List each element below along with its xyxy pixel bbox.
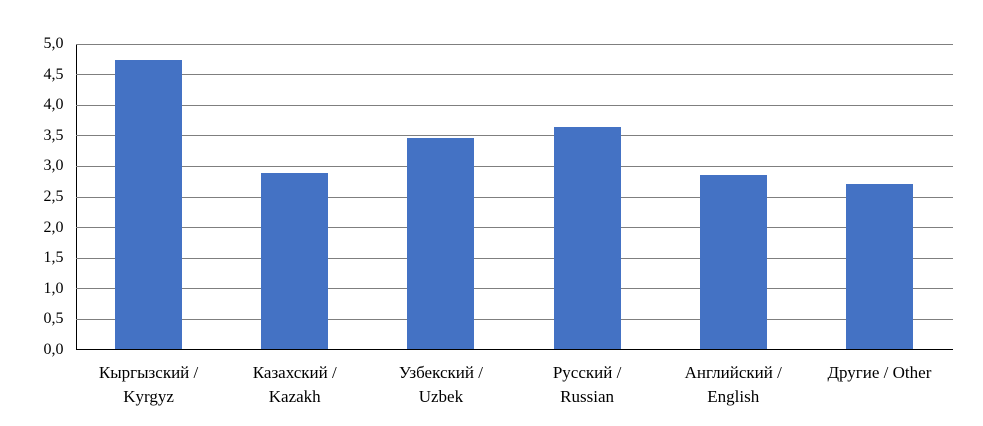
y-axis-tick-label: 4,5 bbox=[43, 65, 64, 83]
y-gridline bbox=[75, 135, 953, 137]
y-gridline bbox=[75, 318, 953, 320]
x-axis-category-label: Казахский / Kazakh bbox=[252, 363, 337, 406]
y-gridline bbox=[75, 288, 953, 290]
bar-6 bbox=[845, 183, 913, 349]
y-gridline bbox=[75, 104, 953, 106]
y-axis-tick-label: 3,0 bbox=[43, 157, 64, 175]
x-axis-category-label: Узбекский / Uzbek bbox=[398, 363, 483, 406]
y-axis-tick-label: 1,0 bbox=[43, 279, 64, 297]
y-axis-tick-label: 0,0 bbox=[43, 341, 64, 358]
y-gridline bbox=[75, 165, 953, 167]
bar-1 bbox=[115, 59, 183, 349]
x-axis-category-label: Другие / Other bbox=[827, 363, 932, 382]
y-gridline bbox=[75, 43, 953, 45]
y-axis-tick-label: 2,0 bbox=[43, 218, 64, 236]
x-axis-category-label: Кыргызский / Kyrgyz bbox=[98, 363, 199, 406]
y-gridline bbox=[75, 74, 953, 76]
y-axis-tick-label: 5,0 bbox=[43, 35, 64, 52]
y-gridline bbox=[75, 227, 953, 229]
y-gridline bbox=[75, 257, 953, 259]
bar-3 bbox=[407, 137, 475, 349]
y-axis-tick-label: 2,5 bbox=[43, 188, 64, 205]
x-axis-category-label: Английский / English bbox=[684, 363, 782, 406]
bar-5 bbox=[699, 174, 767, 349]
y-axis-tick-label: 3,5 bbox=[43, 126, 64, 144]
x-axis-category-label: Русский / Russian bbox=[552, 363, 622, 406]
y-axis-tick-label: 4,0 bbox=[43, 96, 64, 114]
bar-4 bbox=[553, 127, 621, 349]
bar-2 bbox=[261, 172, 329, 349]
y-gridline bbox=[75, 196, 953, 198]
y-axis-tick-label: 1,5 bbox=[43, 249, 64, 267]
y-axis-tick-label: 0,5 bbox=[43, 310, 64, 328]
